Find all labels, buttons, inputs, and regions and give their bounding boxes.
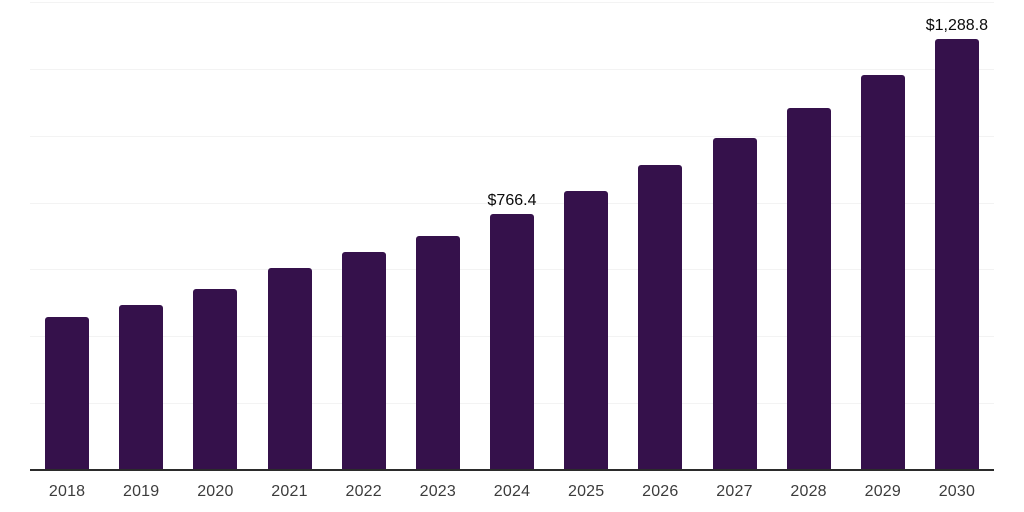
bar-2025	[564, 190, 609, 470]
bar-2022	[341, 252, 386, 470]
x-axis-label-2026: 2026	[642, 483, 679, 500]
bar-2026	[638, 165, 683, 470]
x-axis-label-2030: 2030	[938, 483, 976, 500]
x-axis-label-2027: 2027	[716, 483, 753, 500]
x-axis-label-2023: 2023	[419, 483, 456, 500]
gridline-1400	[30, 2, 994, 3]
x-axis-label-2025: 2025	[567, 483, 605, 500]
x-axis-label-2018: 2018	[48, 483, 86, 500]
bar-value-label-2030: $1,288.8	[925, 17, 989, 35]
bar-2020	[193, 288, 238, 470]
bar-2021	[267, 268, 312, 470]
bar-2029	[860, 74, 905, 470]
bar-2018	[45, 316, 90, 470]
x-axis-label-2020: 2020	[197, 483, 234, 500]
x-axis-label-2022: 2022	[345, 483, 382, 500]
x-axis-label-2021: 2021	[271, 483, 308, 500]
bar-2024	[490, 213, 534, 470]
x-axis-label-2024: 2024	[493, 483, 531, 500]
bar-2023	[415, 236, 460, 470]
bar-2027	[712, 137, 757, 470]
gridline-1200	[30, 68, 994, 70]
gridline-1000	[30, 135, 994, 137]
x-axis-label-2019: 2019	[122, 483, 160, 500]
x-axis-label-2028: 2028	[790, 483, 827, 500]
x-axis-label-2029: 2029	[864, 483, 901, 500]
x-axis-line	[30, 469, 994, 471]
bar-2030	[934, 39, 979, 470]
bar-2019	[119, 304, 164, 470]
bar-2028	[786, 107, 831, 470]
bar-value-label-2024: $766.4	[487, 191, 537, 209]
gridline-800	[30, 202, 994, 204]
